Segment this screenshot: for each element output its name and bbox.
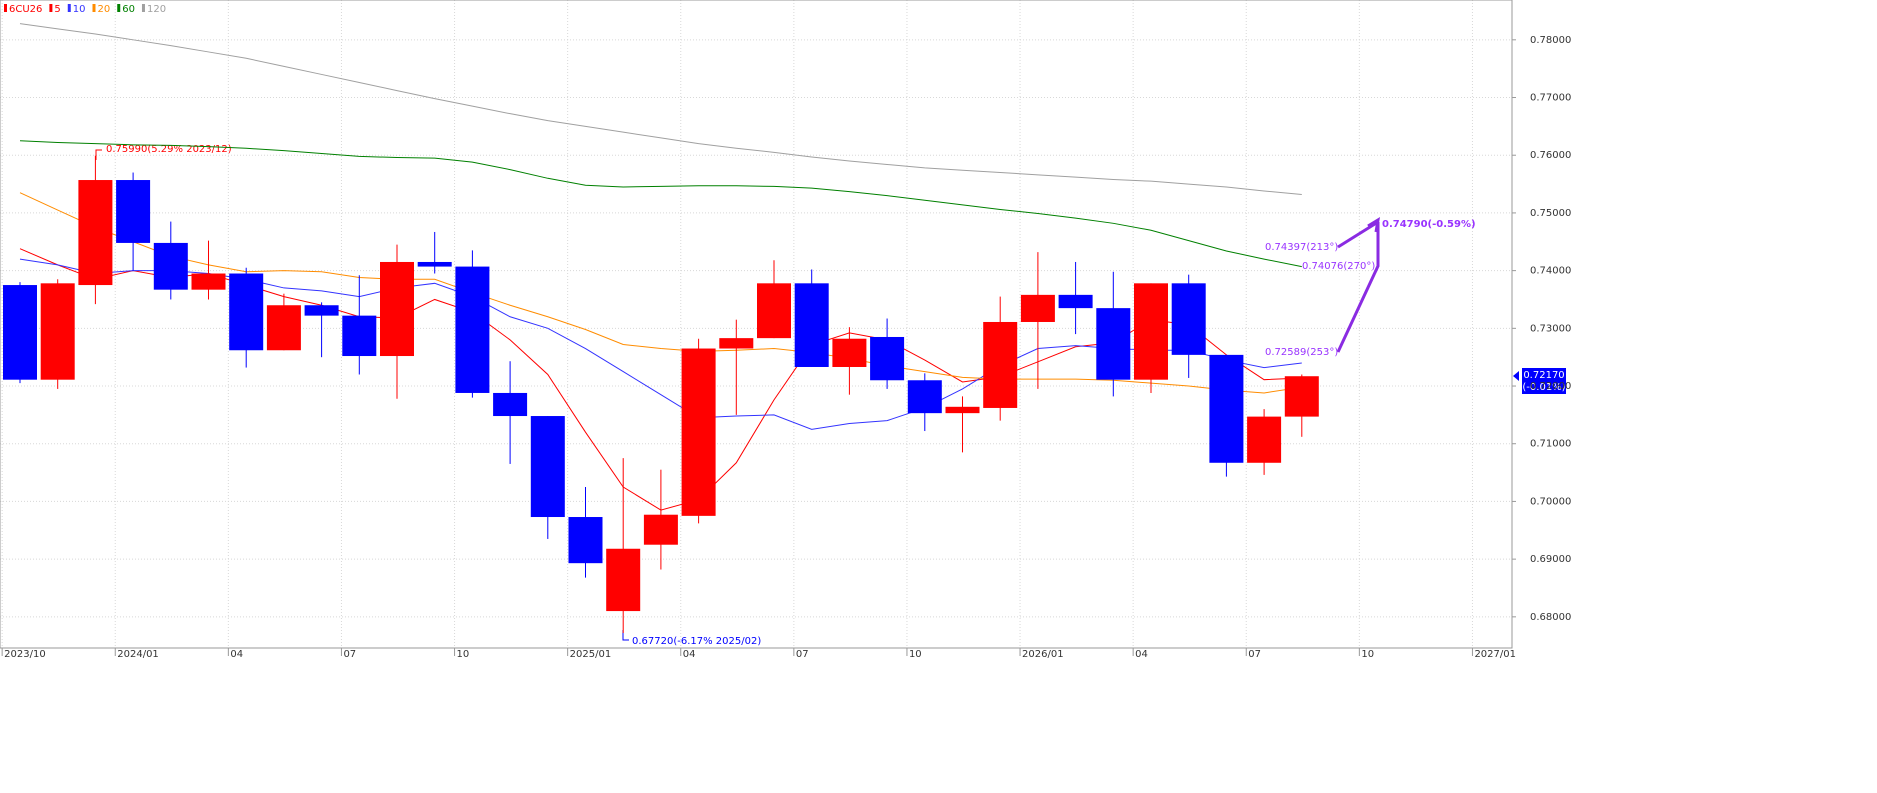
candle-body <box>1171 283 1206 355</box>
candle-body <box>153 242 188 290</box>
candle-body <box>1096 308 1131 380</box>
plot-frame <box>0 0 1513 649</box>
arrow-line <box>1337 220 1379 249</box>
annotation: 0.67720(-6.17% 2025/02) <box>632 636 761 647</box>
candle-body <box>417 261 452 267</box>
y-tick-label: 0.68000 <box>1530 612 1571 623</box>
arrow-line <box>1336 222 1380 353</box>
x-tick-label: 10 <box>1361 649 1374 660</box>
candle-body <box>568 517 603 564</box>
candle-body <box>757 283 791 339</box>
legend-label: 20 <box>98 4 111 15</box>
price-pointer <box>1513 371 1519 381</box>
legend-swatch <box>49 4 53 12</box>
candle-body <box>681 348 716 516</box>
candle-body <box>870 336 905 381</box>
annotation: 0.74397(213°) <box>1265 242 1338 253</box>
x-tick-label: 2024/01 <box>117 649 159 660</box>
projection-arrow <box>1336 217 1381 353</box>
arrow-head <box>1367 217 1381 233</box>
price-box <box>1522 368 1566 394</box>
y-tick-label: 0.77000 <box>1530 93 1571 104</box>
x-tick-label: 2027/01 <box>1474 649 1516 660</box>
candle-body <box>78 180 113 286</box>
legend-label: 120 <box>147 4 166 15</box>
legend-swatch <box>141 4 145 12</box>
candle-body <box>304 305 339 316</box>
annotation: 0.74076(270°) <box>1302 261 1375 272</box>
legend-label: 60 <box>122 4 135 15</box>
candle-body <box>1284 376 1319 417</box>
candle-body <box>1134 283 1168 380</box>
candle-body <box>983 321 1018 408</box>
annotation: 0.74790(-0.59%) <box>1382 219 1476 230</box>
x-tick-label: 07 <box>343 649 356 660</box>
legend-swatch <box>67 4 71 12</box>
y-tick-label: 0.69000 <box>1530 554 1571 565</box>
legend-swatch <box>117 4 121 12</box>
candle-body <box>719 338 754 349</box>
y-tick-label: 0.71000 <box>1530 439 1571 450</box>
candle-body <box>266 305 301 351</box>
candle-body <box>229 273 264 351</box>
candle-body <box>907 380 942 414</box>
candle-body <box>1247 416 1282 463</box>
legend: 6CU26 5 10 20 60 120 <box>4 4 166 15</box>
candle-body <box>530 416 565 518</box>
legend-swatch <box>92 4 96 12</box>
candle-body <box>794 283 829 367</box>
x-tick-label: 04 <box>1135 649 1148 660</box>
candle-body <box>643 514 678 545</box>
candle-body <box>606 548 641 612</box>
candle-body <box>455 266 490 393</box>
y-tick-label: 0.74000 <box>1530 266 1571 277</box>
x-tick-label: 2026/01 <box>1022 649 1064 660</box>
x-tick-label: 2023/10 <box>4 649 46 660</box>
y-tick-label: 0.70000 <box>1530 496 1571 507</box>
candle-body <box>1058 294 1093 309</box>
annotation: 0.75990(5.29% 2023/12) <box>106 144 232 155</box>
x-tick-label: 10 <box>909 649 922 660</box>
annotation: 0.72589(253°) <box>1265 347 1338 358</box>
candle-body <box>40 283 75 380</box>
legend-swatch <box>4 4 7 12</box>
candle-body <box>3 285 37 380</box>
x-tick-label: 07 <box>796 649 809 660</box>
x-tick-label: 04 <box>230 649 243 660</box>
candle-body <box>945 406 980 414</box>
x-tick-label: 04 <box>683 649 696 660</box>
annotation-pointer <box>95 149 102 160</box>
legend-label: 5 <box>54 4 60 15</box>
ma-line <box>19 23 1302 195</box>
last-price: 0.72170 <box>1523 370 1564 381</box>
x-tick-label: 2025/01 <box>570 649 612 660</box>
annotation-pointer <box>622 630 629 641</box>
y-tick-label: 0.76000 <box>1530 150 1571 161</box>
candle-body <box>493 392 528 417</box>
x-tick-label: 10 <box>457 649 470 660</box>
legend-label: 6CU26 <box>9 4 42 15</box>
candle-body <box>191 273 226 290</box>
ma-line <box>19 192 1302 394</box>
candle-body <box>832 338 867 367</box>
candle-body <box>116 180 151 243</box>
legend-label: 10 <box>73 4 86 15</box>
last-change: (-0.01%) <box>1522 382 1565 393</box>
candle-body <box>1020 294 1055 322</box>
ma-line <box>19 140 1302 268</box>
x-tick-label: 07 <box>1248 649 1261 660</box>
y-tick-label: 0.73000 <box>1530 323 1571 334</box>
candle-body <box>1209 354 1244 463</box>
candle-body <box>342 315 377 357</box>
y-tick-label: 0.72000 <box>1530 381 1571 392</box>
y-tick-label: 0.78000 <box>1530 35 1571 46</box>
candle-body <box>380 261 414 357</box>
y-tick-label: 0.75000 <box>1530 208 1571 219</box>
